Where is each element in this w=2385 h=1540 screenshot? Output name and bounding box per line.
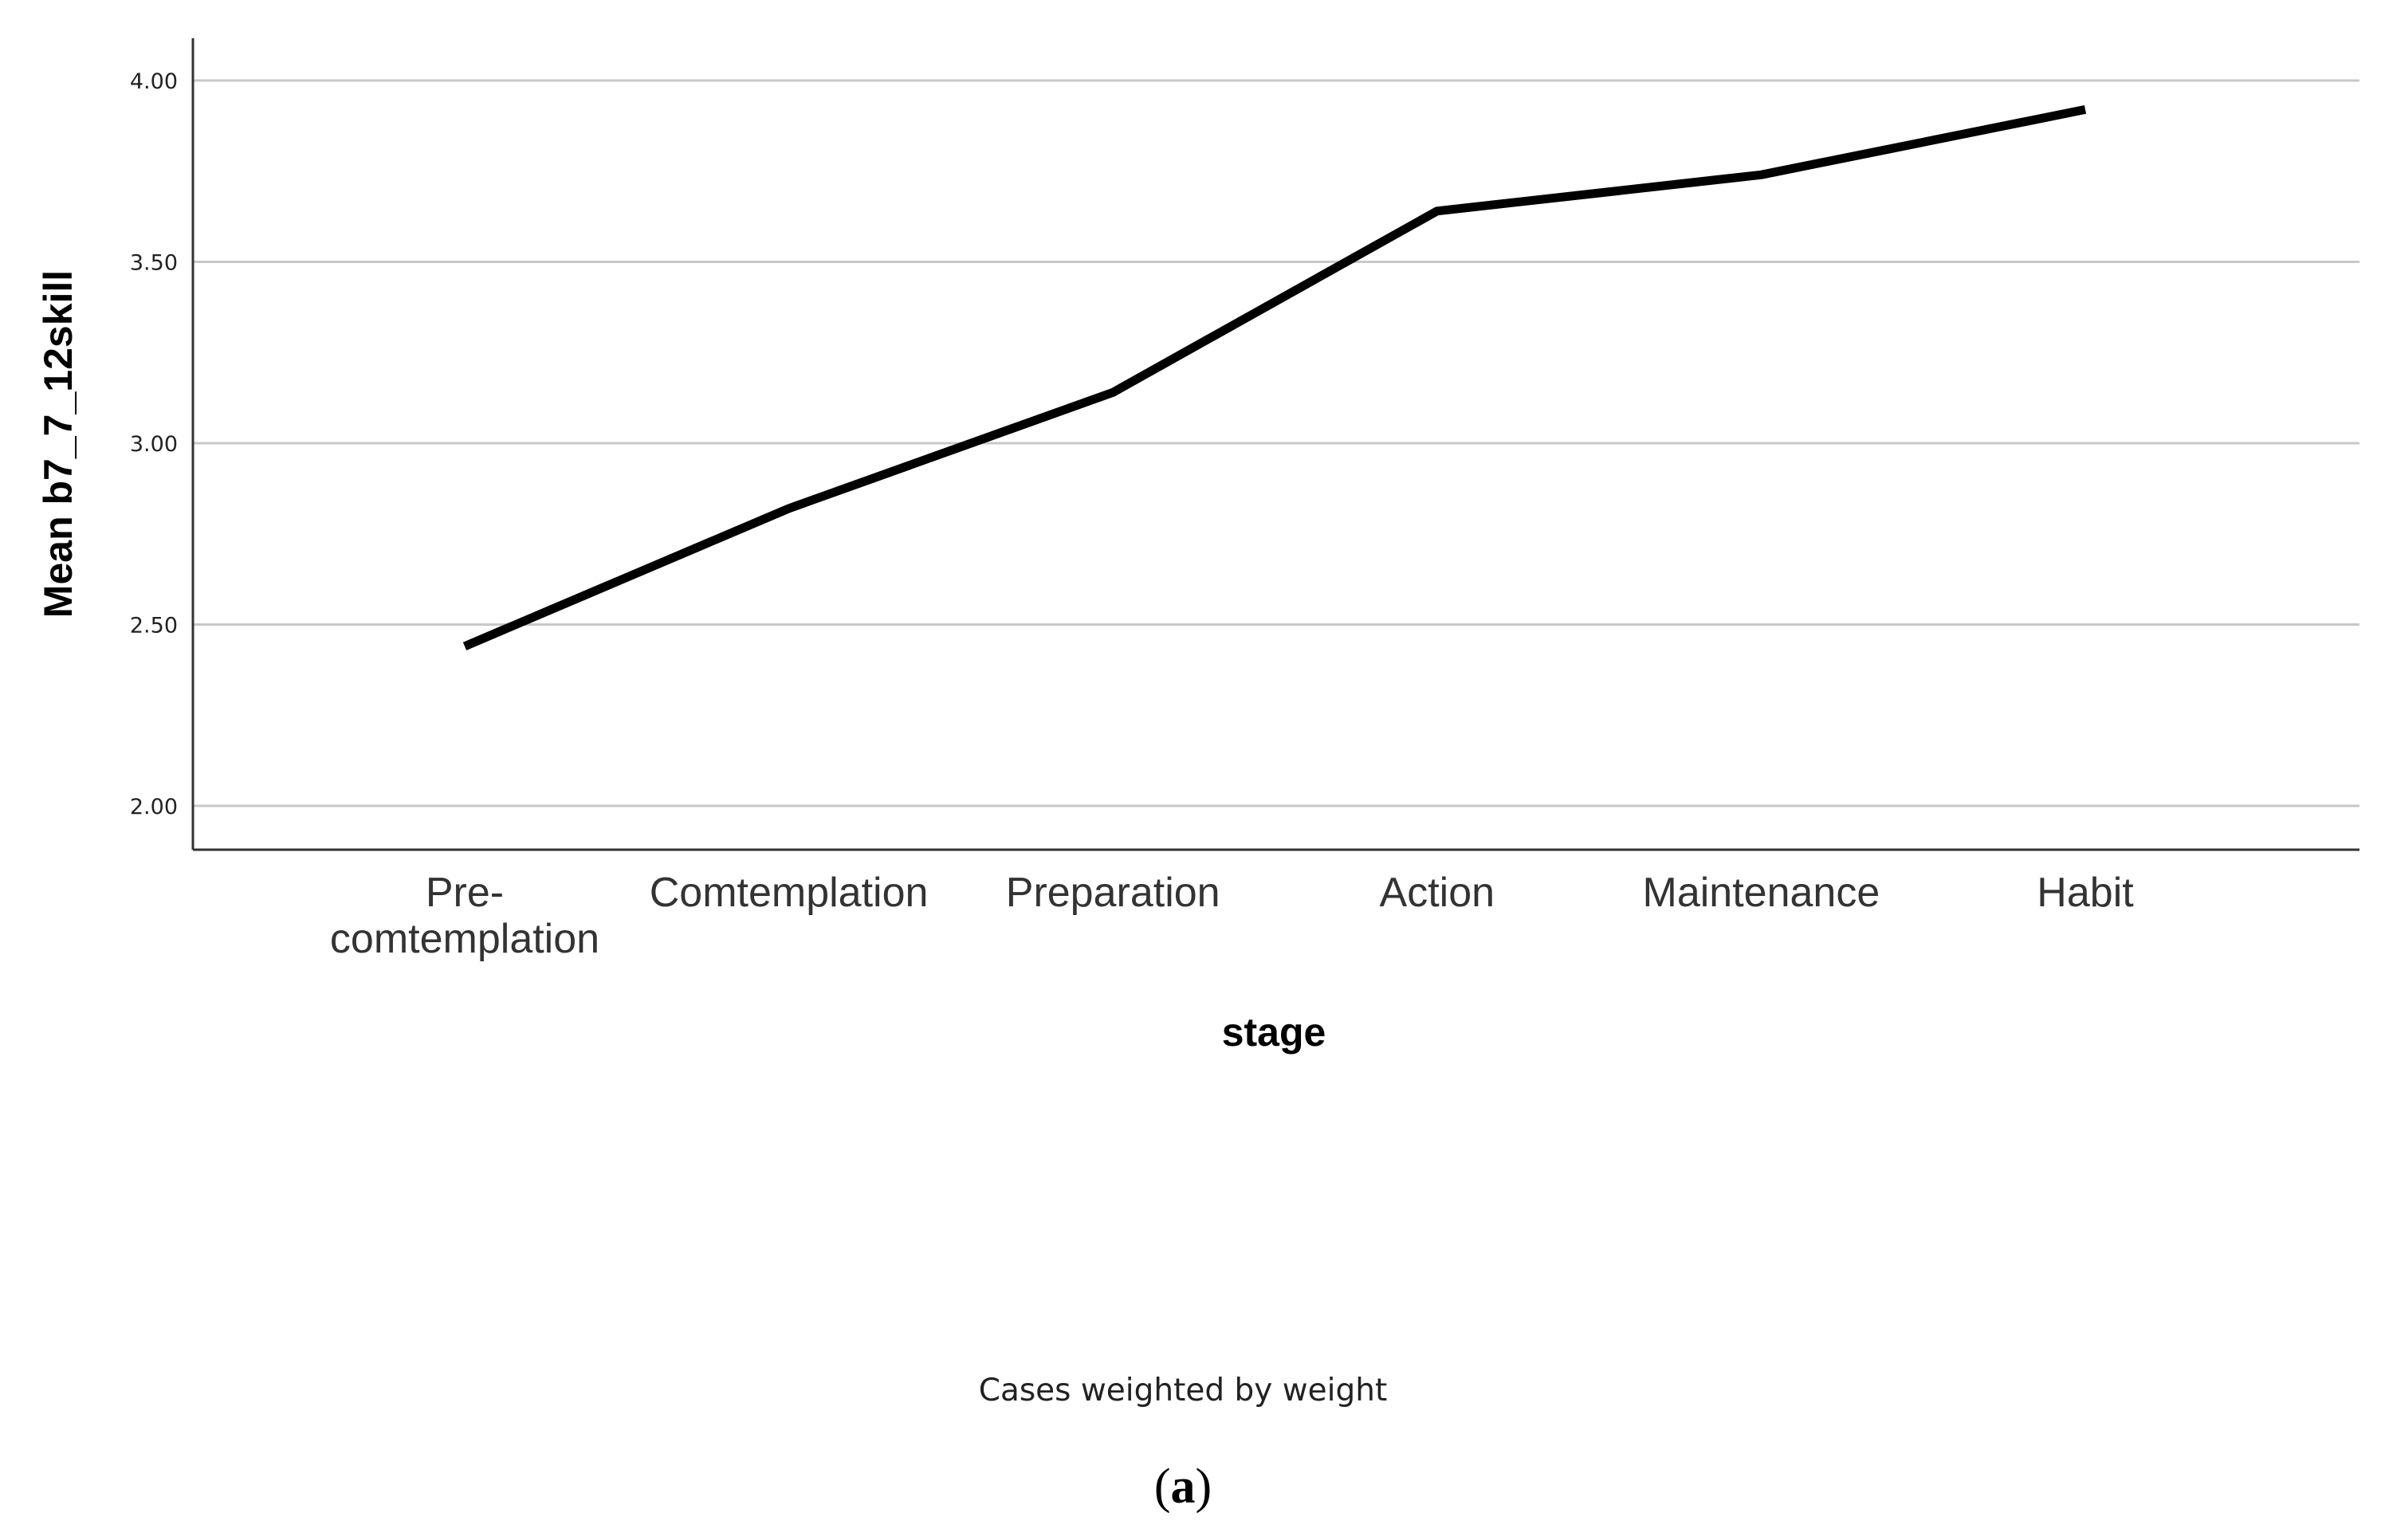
figure-caption: (a) (1154, 1459, 1212, 1514)
footnote: Cases weighted by weight (979, 1373, 1388, 1408)
y-tick-label: 3.00 (130, 432, 178, 457)
y-tick-labels: 2.00 2.50 3.00 3.50 4.00 (130, 69, 178, 819)
x-axis-title: stage (1222, 1010, 1326, 1055)
x-tick-label: Pre-comtemplation (330, 870, 599, 962)
y-axis-title: Mean b7_7_12skill (36, 270, 81, 618)
x-tick-label: Preparation (1006, 870, 1220, 916)
y-tick-label: 3.50 (130, 251, 178, 276)
y-tick-label: 2.50 (130, 614, 178, 638)
series-line (462, 105, 2087, 650)
y-tick-label: 4.00 (130, 69, 178, 94)
x-tick-label: Comtemplation (650, 870, 929, 916)
x-tick-label: Action (1380, 870, 1495, 916)
axes (191, 38, 2359, 851)
x-tick-label: Maintenance (1643, 870, 1880, 916)
caption-open: ( (1154, 1459, 1171, 1514)
series-layer (462, 105, 2087, 650)
y-tick-label: 2.00 (130, 795, 178, 819)
caption-close: ) (1196, 1459, 1212, 1514)
x-tick-labels: Pre-comtemplation Comtemplation Preparatio… (330, 870, 2134, 962)
caption-letter: a (1171, 1459, 1196, 1514)
x-tick-label: Habit (2037, 870, 2134, 916)
gridlines (193, 79, 2359, 807)
